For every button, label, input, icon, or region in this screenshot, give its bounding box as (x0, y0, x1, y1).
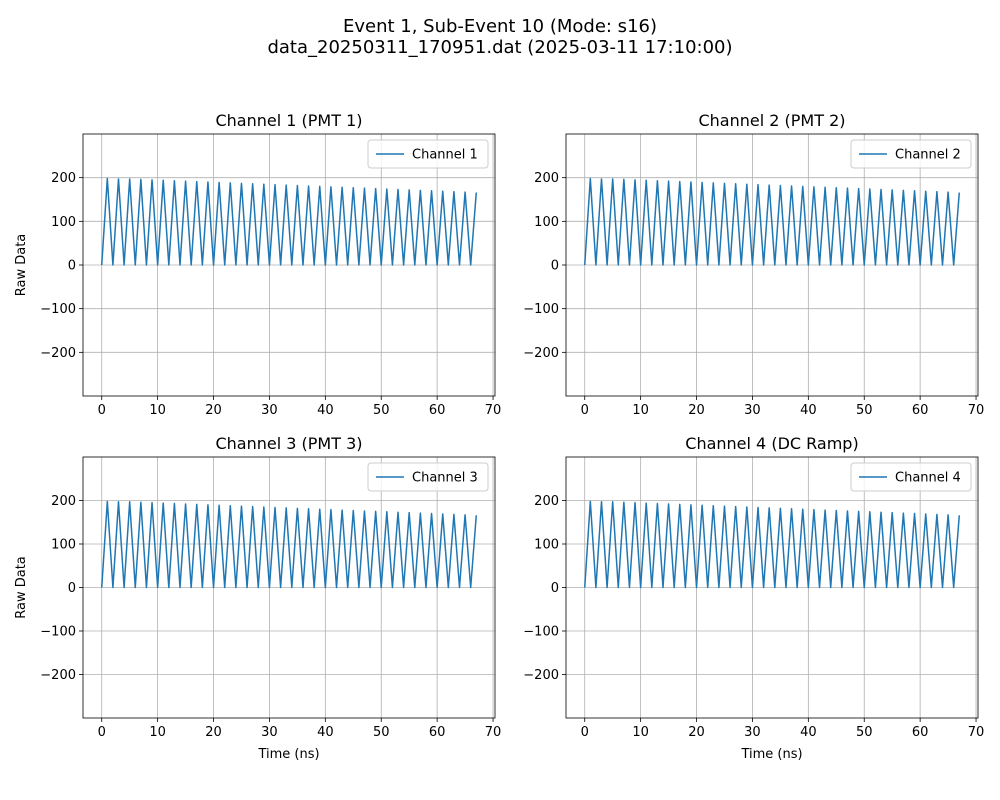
y-tick-label: −200 (523, 668, 559, 683)
y-tick-label: 100 (51, 215, 76, 230)
subplot-title: Channel 4 (DC Ramp) (685, 434, 858, 453)
figure-title-line-2: data_20250311_170951.dat (2025-03-11 17:… (267, 37, 732, 58)
y-tick-label: −100 (523, 625, 559, 640)
x-tick-label: 0 (581, 725, 589, 740)
x-tick-label: 0 (581, 403, 589, 418)
x-tick-label: 40 (317, 403, 334, 418)
x-tick-label: 20 (688, 403, 705, 418)
x-tick-label: 70 (485, 403, 502, 418)
x-tick-label: 10 (632, 403, 649, 418)
y-tick-label: −100 (523, 302, 559, 317)
y-tick-label: 100 (51, 538, 76, 553)
x-axis-label: Time (ns) (740, 747, 802, 762)
subplot-3: 0 10 20 30 40 50 60 70 −200 −100 0 100 200 Channel 3 … (14, 434, 501, 762)
y-tick-label: 0 (551, 581, 559, 596)
y-tick-label: 0 (551, 259, 559, 274)
x-tick-label: 20 (205, 725, 222, 740)
x-tick-label: 60 (912, 403, 929, 418)
y-tick-label: 100 (534, 215, 559, 230)
y-tick-label: 200 (51, 494, 76, 509)
x-tick-label: 0 (98, 403, 106, 418)
legend-label: Channel 4 (895, 471, 961, 486)
x-tick-label: 40 (317, 725, 334, 740)
legend: Channel 4 (850, 462, 972, 492)
series-line-2 (583, 177, 961, 266)
y-tick-label: −200 (523, 346, 559, 361)
y-tick-label: −200 (40, 346, 76, 361)
subplot-title: Channel 1 (PMT 1) (215, 111, 362, 130)
x-tick-label: 40 (800, 725, 817, 740)
x-tick-label: 30 (744, 725, 761, 740)
y-axis-label: Raw Data (14, 556, 29, 619)
x-tick-label: 60 (429, 403, 446, 418)
x-axis-label: Time (ns) (257, 747, 319, 762)
x-tick-label: 50 (373, 403, 390, 418)
x-tick-label: 40 (800, 403, 817, 418)
subplot-title: Channel 2 (PMT 2) (698, 111, 845, 130)
x-tick-label: 30 (261, 725, 278, 740)
legend: Channel 2 (850, 139, 972, 169)
y-tick-label: 200 (534, 171, 559, 186)
x-tick-label: 30 (744, 403, 761, 418)
x-tick-label: 50 (856, 403, 873, 418)
y-tick-label: 200 (534, 494, 559, 509)
y-tick-label: −100 (40, 302, 76, 317)
x-tick-label: 30 (261, 403, 278, 418)
x-tick-label: 20 (205, 403, 222, 418)
x-tick-label: 60 (429, 725, 446, 740)
series-line-3 (100, 500, 478, 589)
series-line-4 (583, 500, 961, 589)
y-tick-label: 100 (534, 538, 559, 553)
legend-label: Channel 1 (412, 148, 478, 163)
y-tick-label: −200 (40, 668, 76, 683)
x-tick-label: 70 (485, 725, 502, 740)
legend: Channel 1 (367, 139, 489, 169)
legend-label: Channel 3 (412, 471, 478, 486)
figure-title-line-1: Event 1, Sub-Event 10 (Mode: s16) (343, 16, 657, 37)
y-tick-label: −100 (40, 625, 76, 640)
x-tick-label: 10 (149, 403, 166, 418)
legend-box (850, 139, 972, 169)
x-tick-label: 10 (149, 725, 166, 740)
x-tick-label: 20 (688, 725, 705, 740)
subplot-1: 0 10 20 30 40 50 60 70 −200 −100 0 100 200 Channel 1 … (14, 111, 501, 418)
subplot-4: 0 10 20 30 40 50 60 70 −200 −100 0 100 200 Channel 4 … (523, 434, 984, 762)
legend-box (367, 462, 489, 492)
x-tick-label: 50 (373, 725, 390, 740)
legend-label: Channel 2 (895, 148, 961, 163)
legend-box (367, 139, 489, 169)
legend: Channel 3 (367, 462, 489, 492)
series-line-1 (100, 177, 478, 266)
y-tick-label: 0 (68, 259, 76, 274)
x-tick-label: 60 (912, 725, 929, 740)
x-tick-label: 70 (968, 725, 985, 740)
x-tick-label: 0 (98, 725, 106, 740)
legend-box (850, 462, 972, 492)
subplot-2: 0 10 20 30 40 50 60 70 −200 −100 0 100 200 Channel 2 … (523, 111, 984, 418)
subplot-title: Channel 3 (PMT 3) (215, 434, 362, 453)
y-tick-label: 0 (68, 581, 76, 596)
x-tick-label: 50 (856, 725, 873, 740)
y-axis-label: Raw Data (14, 234, 29, 297)
y-tick-label: 200 (51, 171, 76, 186)
x-tick-label: 10 (632, 725, 649, 740)
x-tick-label: 70 (968, 403, 985, 418)
